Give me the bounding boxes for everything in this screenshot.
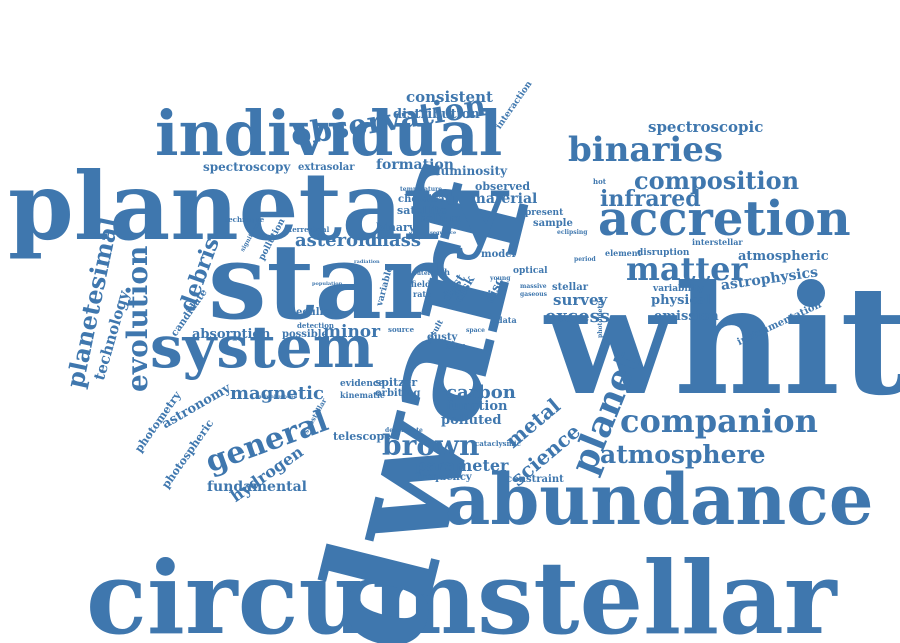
word-data: data <box>497 315 517 325</box>
word-source: source <box>388 325 415 334</box>
word-companion: companion <box>620 402 818 440</box>
word-sequence: sequence <box>430 230 457 236</box>
word-matter: matter <box>626 250 748 288</box>
word-space: space <box>466 327 485 334</box>
word-element: element <box>605 248 642 258</box>
word-binary: binary <box>376 221 416 234</box>
word-parameter: parameter <box>415 456 509 475</box>
word-spitzer: spitzer <box>375 376 418 389</box>
word-star: star <box>208 220 437 343</box>
word-planetary: planetary <box>8 152 507 262</box>
word-white: white <box>545 253 900 429</box>
word-neighborhood: neighborhood <box>258 394 298 400</box>
word-constraint: constraint <box>506 474 564 485</box>
word-observed: observed <box>475 180 531 193</box>
word-eclipsing: eclipsing <box>557 229 588 236</box>
word-brown: brown <box>382 429 480 462</box>
word-physical: physical <box>651 293 711 308</box>
word-consistent: consistent <box>406 88 493 106</box>
word-massive: massive <box>520 283 547 290</box>
word-infrared: infrared <box>600 186 701 212</box>
word-rich: rich <box>432 267 450 277</box>
word-orbiting: orbiting <box>375 388 421 399</box>
word-satellite: satellite <box>397 204 448 217</box>
word-circumstellar: circumstellar <box>86 539 837 643</box>
word-temperature: temperature <box>400 186 443 193</box>
word-model: model <box>481 249 516 260</box>
word-excess: excess <box>545 306 610 327</box>
word-formation: formation <box>376 157 454 173</box>
word-luminosity: luminosity <box>436 164 508 178</box>
word-helium: helium <box>418 212 461 225</box>
word-population: population <box>312 281 343 287</box>
word-extrasolar: extrasolar <box>298 162 355 173</box>
word-kinematic: kinematic <box>340 390 385 400</box>
word-young: young <box>490 275 511 282</box>
word-optical: optical <box>513 266 548 276</box>
word-degenerate: degenerate <box>385 427 423 434</box>
word-evolution: evolution <box>121 245 154 392</box>
word-stellar: stellar <box>552 282 588 293</box>
word-variability: variability <box>653 284 704 294</box>
word-bubble: bubble <box>446 344 470 351</box>
word-individual: individual <box>155 97 503 170</box>
word-detection: detection <box>297 321 334 330</box>
word-interstellar: interstellar <box>692 237 743 247</box>
word-sample: sample <box>533 218 573 229</box>
word-atmospheric: atmospheric <box>738 249 829 264</box>
word-spectroscopy: spectroscopy <box>203 160 291 174</box>
word-evidence: evidence <box>340 379 385 389</box>
word-atmosphere: atmosphere <box>600 440 766 469</box>
word-polluted: polluted <box>441 413 502 428</box>
word-accretion: accretion <box>598 191 851 247</box>
word-composition: composition <box>634 166 800 195</box>
word-spectroscopic: spectroscopic <box>648 118 764 136</box>
word-minor: minor <box>323 322 381 342</box>
word-hot: hot <box>593 177 606 186</box>
word-chemical: chemical <box>398 194 449 205</box>
word-peculiar: peculiar <box>289 307 336 318</box>
word-system: system <box>150 313 375 381</box>
word-photometric: photometric <box>597 296 604 338</box>
word-carbon: carbon <box>446 382 516 403</box>
word-survey: survey <box>553 291 608 309</box>
word-dusty: dusty <box>427 332 458 343</box>
word-present: present <box>525 208 564 218</box>
word-emission: emission <box>654 309 719 324</box>
word-cataclysmic: cataclysmic <box>475 439 521 448</box>
word-technique: technique <box>225 215 265 224</box>
word-telescope: telescope <box>333 430 392 443</box>
word-function: function <box>446 399 508 414</box>
word-rate: rate <box>413 289 432 299</box>
word-abundance: abundance <box>445 458 874 541</box>
word-gaseous: gaseous <box>520 291 548 298</box>
word-frequency: frequency <box>416 472 472 483</box>
word-magnetic: magnetic <box>230 383 324 404</box>
word-field: field <box>411 279 431 289</box>
word-possible: possible <box>282 329 328 340</box>
word-disruption: disruption <box>637 248 690 258</box>
word-asteroid: asteroid <box>295 230 378 251</box>
word-material: material <box>471 191 538 207</box>
word-binaries: binaries <box>568 130 724 170</box>
word-mass: mass <box>370 230 421 251</box>
word-distribution: distribution <box>393 107 480 122</box>
word-terrestrial: terrestrial <box>289 225 330 234</box>
word-absorption: absorption <box>192 327 271 342</box>
word-radiation: radiation <box>354 259 380 265</box>
word-period: period <box>574 256 596 263</box>
word-water: water <box>412 270 431 277</box>
word-fundamental: fundamental <box>207 479 307 495</box>
